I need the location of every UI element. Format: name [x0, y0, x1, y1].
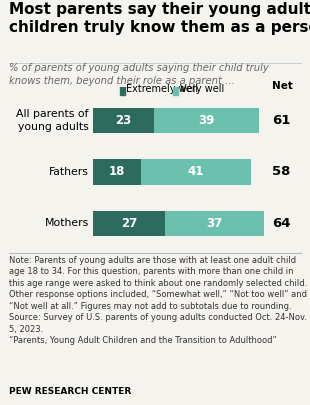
Text: All parents of
young adults: All parents of young adults: [16, 109, 89, 132]
Bar: [173, 83, 179, 95]
Bar: [93, 159, 141, 185]
Text: Mothers: Mothers: [45, 218, 89, 228]
Text: 58: 58: [272, 165, 290, 179]
Text: Very well: Very well: [179, 84, 224, 94]
Bar: [120, 83, 125, 95]
Text: Net: Net: [272, 81, 293, 91]
Text: PEW RESEARCH CENTER: PEW RESEARCH CENTER: [9, 387, 131, 396]
Bar: [93, 108, 154, 133]
Text: Most parents say their young adult
children truly know them as a person: Most parents say their young adult child…: [9, 2, 310, 35]
Bar: [154, 108, 259, 133]
Text: 61: 61: [272, 114, 290, 127]
Text: 27: 27: [121, 217, 137, 230]
Text: 18: 18: [109, 165, 125, 179]
Text: 41: 41: [188, 165, 204, 179]
Text: 37: 37: [206, 217, 223, 230]
Bar: [165, 211, 264, 236]
Text: Note: Parents of young adults are those with at least one adult child age 18 to : Note: Parents of young adults are those …: [9, 256, 308, 345]
Text: 64: 64: [272, 217, 290, 230]
Text: 39: 39: [198, 114, 215, 127]
Text: % of parents of young adults saying their child truly
knows them, beyond their r: % of parents of young adults saying thei…: [9, 63, 269, 85]
Text: 23: 23: [116, 114, 132, 127]
Text: Extremely well: Extremely well: [126, 84, 198, 94]
Bar: [141, 159, 250, 185]
Text: Fathers: Fathers: [49, 167, 89, 177]
Bar: [93, 211, 165, 236]
